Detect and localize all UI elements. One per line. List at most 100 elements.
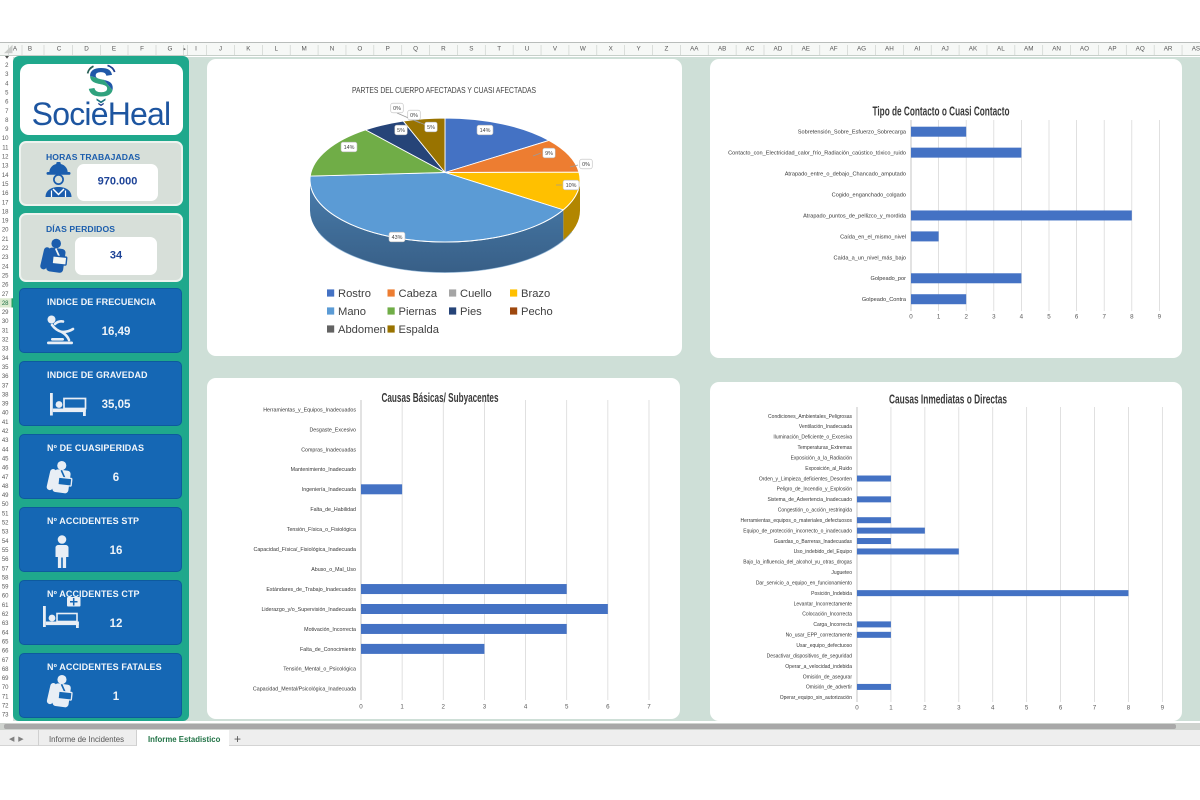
svg-text:Cogido_enganchado_colgado: Cogido_enganchado_colgado (832, 192, 906, 198)
svg-text:F: F (140, 46, 144, 53)
svg-text:34: 34 (2, 356, 9, 362)
svg-text:Abuso_o_Mal_Uso: Abuso_o_Mal_Uso (311, 567, 356, 573)
svg-text:No_usar_EPP_correctamente: No_usar_EPP_correctamente (786, 633, 853, 639)
svg-text:Atrapado_entre_o_debajo_Chanca: Atrapado_entre_o_debajo_Chancado_amputad… (785, 172, 906, 178)
svg-text:Falta_de_Habilidad: Falta_de_Habilidad (310, 507, 356, 513)
svg-text:A: A (13, 46, 18, 53)
svg-text:Contacto_con_Electricidad_calo: Contacto_con_Electricidad_calor_frío_Rad… (728, 151, 906, 157)
svg-text:41: 41 (2, 420, 9, 426)
svg-text:1: 1 (400, 704, 404, 711)
svg-text:2: 2 (5, 63, 9, 69)
svg-text:44: 44 (2, 447, 9, 453)
svg-text:2: 2 (442, 704, 446, 711)
svg-text:7: 7 (5, 109, 9, 115)
svg-text:5: 5 (5, 90, 9, 96)
svg-text:46: 46 (2, 466, 9, 472)
svg-text:R: R (441, 46, 446, 53)
svg-text:Ingeniería_Inadecuada: Ingeniería_Inadecuada (302, 487, 356, 493)
svg-text:5: 5 (1025, 705, 1029, 712)
svg-text:AM: AM (1024, 46, 1033, 53)
svg-text:Causas Inmediatas o Directas: Causas Inmediatas o Directas (889, 393, 1007, 407)
svg-text:18: 18 (2, 209, 9, 215)
svg-text:Bajo_la_influencia_del_alcohol: Bajo_la_influencia_del_alcohol_yu_otras_… (743, 560, 852, 566)
svg-text:Pies: Pies (460, 306, 482, 318)
svg-text:Espalda: Espalda (399, 324, 440, 336)
svg-text:61: 61 (2, 603, 9, 609)
svg-text:Mano: Mano (338, 306, 366, 318)
svg-text:65: 65 (2, 639, 9, 645)
svg-text:15: 15 (2, 182, 9, 188)
svg-text:4: 4 (524, 704, 528, 711)
svg-text:72: 72 (2, 704, 9, 710)
svg-text:AD: AD (774, 46, 783, 53)
svg-text:42: 42 (2, 429, 9, 435)
svg-text:AE: AE (802, 46, 810, 53)
svg-text:30: 30 (2, 319, 9, 325)
svg-text:Jugueteo: Jugueteo (831, 570, 852, 576)
svg-text:9: 9 (1158, 314, 1162, 321)
svg-text:60: 60 (2, 594, 9, 600)
svg-text:Motivación_Incorrecta: Motivación_Incorrecta (304, 627, 356, 633)
svg-text:67: 67 (2, 658, 9, 664)
svg-text:14: 14 (2, 173, 9, 179)
svg-text:9: 9 (5, 127, 9, 133)
svg-text:71: 71 (2, 694, 9, 700)
svg-text:50: 50 (2, 502, 9, 508)
svg-text:K: K (246, 46, 251, 53)
svg-text:Estándares_de_Trabajo_Inadecua: Estándares_de_Trabajo_Inadecuados (266, 587, 356, 593)
svg-text:53: 53 (2, 530, 9, 536)
svg-text:▸: ▸ (183, 47, 186, 53)
svg-text:2: 2 (923, 705, 927, 712)
svg-text:63: 63 (2, 621, 9, 627)
svg-text:3: 3 (957, 705, 961, 712)
svg-text:51: 51 (2, 511, 9, 517)
svg-text:W: W (580, 46, 586, 53)
svg-text:AK: AK (969, 46, 978, 53)
svg-text:37: 37 (2, 383, 9, 389)
svg-text:0: 0 (909, 314, 913, 321)
svg-text:D: D (84, 46, 89, 53)
svg-text:32: 32 (2, 338, 9, 344)
svg-text:I: I (195, 46, 197, 53)
svg-text:AF: AF (830, 46, 838, 53)
svg-text:Falta_de_Conocimiento: Falta_de_Conocimiento (300, 647, 356, 653)
svg-text:33: 33 (2, 347, 9, 353)
svg-text:Sobretensión_Sobre_Esfuerzo_So: Sobretensión_Sobre_Esfuerzo_Sobrecarga (798, 130, 907, 136)
svg-text:13: 13 (2, 164, 9, 170)
svg-text:Golpeado_por: Golpeado_por (871, 276, 907, 282)
svg-text:25: 25 (2, 273, 9, 279)
svg-text:6: 6 (1075, 314, 1079, 321)
svg-text:G: G (168, 46, 173, 53)
svg-text:26: 26 (2, 283, 9, 289)
svg-text:40: 40 (2, 411, 9, 417)
svg-text:69: 69 (2, 676, 9, 682)
svg-text:68: 68 (2, 667, 9, 673)
svg-text:70: 70 (2, 685, 9, 691)
svg-text:14%: 14% (344, 145, 355, 151)
svg-text:Carga_Incorrecta: Carga_Incorrecta (813, 622, 852, 628)
svg-text:Colocación_Incorrecta: Colocación_Incorrecta (802, 612, 852, 618)
svg-text:38: 38 (2, 392, 9, 398)
svg-text:43%: 43% (392, 235, 403, 241)
svg-text:Operar_a_velocidad_indebida: Operar_a_velocidad_indebida (785, 664, 852, 670)
svg-text:4: 4 (5, 81, 9, 87)
svg-text:AQ: AQ (1136, 46, 1145, 53)
svg-text:0: 0 (855, 705, 859, 712)
svg-text:Iluminación_Deficiente_o_Exces: Iluminación_Deficiente_o_Excesiva (773, 435, 852, 441)
svg-text:19: 19 (2, 219, 9, 225)
svg-text:U: U (525, 46, 530, 53)
svg-text:Capacidad_Física/_Fisiológica_: Capacidad_Física/_Fisiológica_Inadecuada (254, 547, 357, 553)
svg-text:Mantenimiento_Inadecuado: Mantenimiento_Inadecuado (291, 467, 356, 473)
svg-text:Exposición_al_Ruido: Exposición_al_Ruido (805, 466, 852, 472)
svg-text:10: 10 (2, 136, 9, 142)
svg-text:31: 31 (2, 328, 9, 334)
svg-text:6: 6 (1059, 705, 1063, 712)
svg-text:23: 23 (2, 255, 9, 261)
svg-text:17: 17 (2, 200, 9, 206)
svg-text:66: 66 (2, 649, 9, 655)
svg-text:AA: AA (690, 46, 699, 53)
svg-text:8: 8 (1130, 314, 1134, 321)
svg-text:Sistema_de_Advertencia_Inadecu: Sistema_de_Advertencia_Inadecuado (767, 497, 852, 503)
svg-text:J: J (219, 46, 222, 53)
svg-text:B: B (28, 46, 32, 53)
